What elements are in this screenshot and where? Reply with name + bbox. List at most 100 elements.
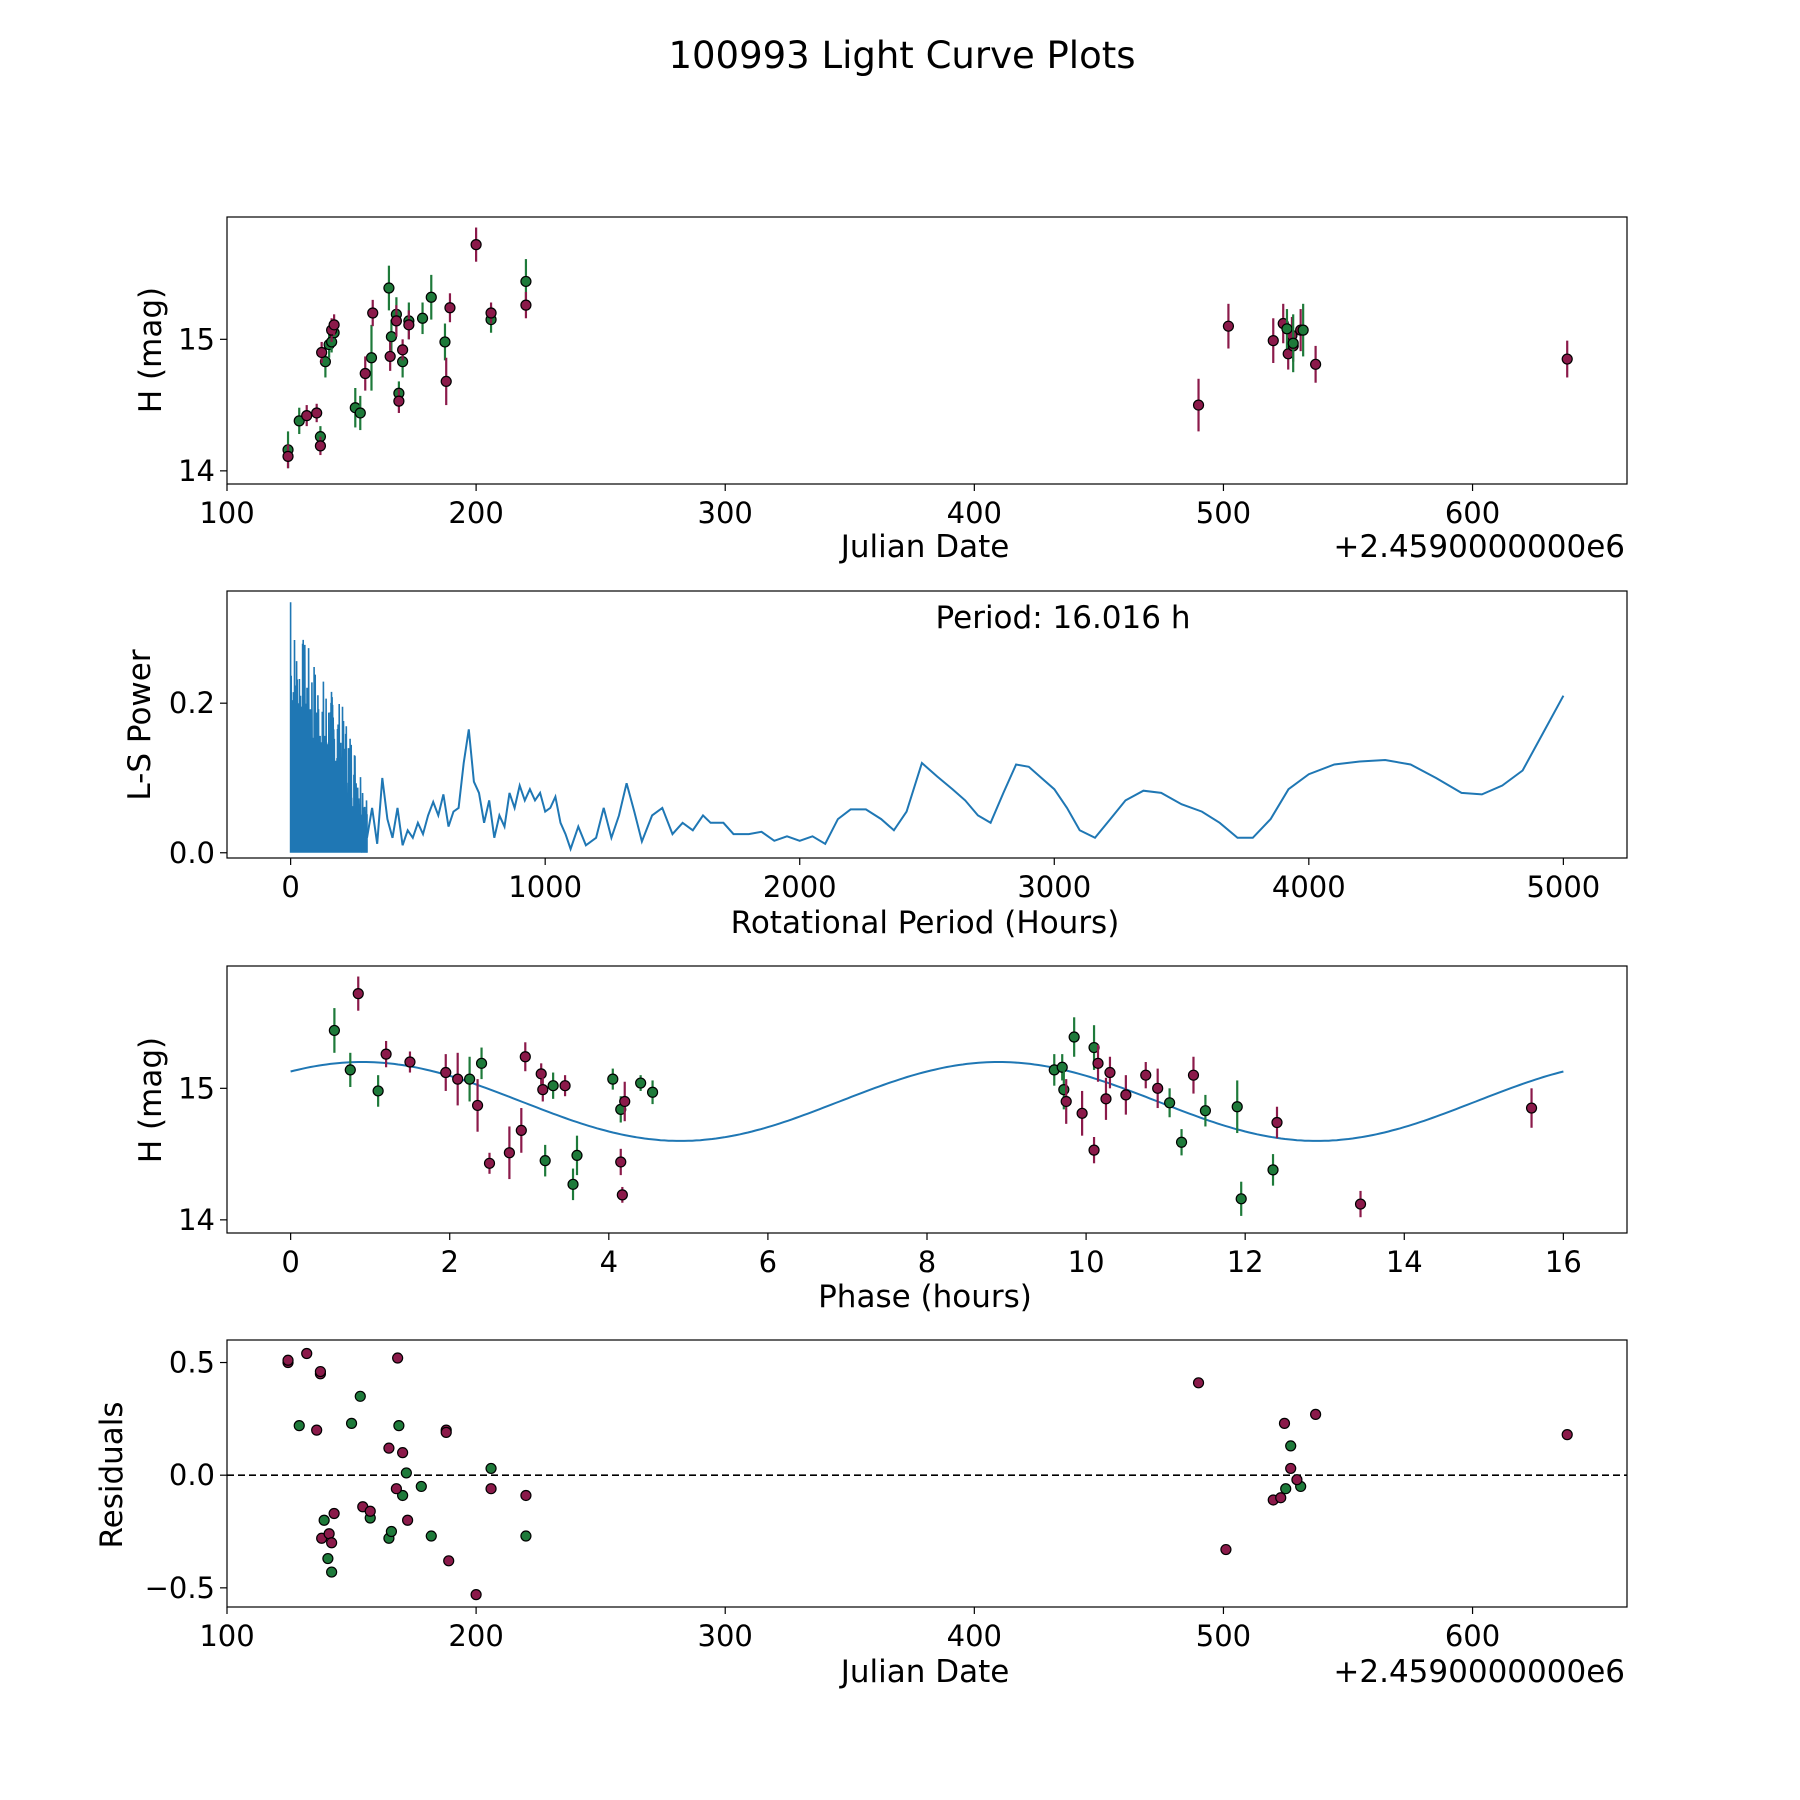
resid-point (301, 1347, 313, 1360)
resid-xtick-label: 500 (1196, 1619, 1251, 1653)
resid-point (425, 1530, 437, 1542)
phase-point (1104, 1066, 1116, 1079)
ls-ytick-label: 0.0 (169, 836, 215, 870)
ls-xtick-label: 3000 (1017, 870, 1091, 904)
lc-point (416, 312, 429, 324)
resid-xtick-label: 100 (199, 1619, 254, 1653)
phase-point (1235, 1193, 1247, 1205)
lc-point (383, 282, 395, 294)
phase-xtick-label: 14 (1386, 1245, 1423, 1279)
lc-point (403, 319, 415, 331)
lc-point (1222, 320, 1235, 332)
phase-frame (226, 965, 1628, 1234)
period-annotation: Period: 16.016 h (936, 600, 1191, 636)
phase-point (1231, 1101, 1243, 1113)
resid-point (326, 1537, 338, 1549)
resid-point (443, 1555, 455, 1567)
phase-point (1076, 1107, 1088, 1119)
resid-point (1192, 1377, 1205, 1389)
phase-point (464, 1073, 476, 1085)
lc-point (1310, 358, 1322, 370)
lc-point (520, 275, 532, 288)
phase-point (539, 1155, 551, 1167)
phase-xtick-label: 0 (281, 1245, 299, 1279)
resid-xtick-label: 200 (448, 1619, 503, 1653)
resid-point (485, 1462, 497, 1475)
resid-point (390, 1483, 402, 1495)
phase-point (471, 1099, 484, 1112)
lc-xtick-label: 300 (698, 496, 753, 530)
lc-point (367, 307, 379, 319)
resid-xtick-label: 300 (698, 1619, 753, 1653)
phase-ytick-label: 15 (178, 1071, 215, 1105)
periodogram-spikes (289, 602, 368, 853)
resid-point (314, 1365, 327, 1378)
phase-point (1164, 1097, 1176, 1109)
periodogram-panel: 0 1000 2000 3000 4000 5000 0.0 0.2 Period: 16.0… (122, 590, 1628, 941)
phase-point (559, 1080, 571, 1092)
lc-point (393, 395, 405, 407)
resid-ytick-label: −0.5 (145, 1571, 215, 1605)
light-curve-offset-text: +2.4590000000e6 (1333, 529, 1625, 565)
lc-xtick-label: 600 (1445, 496, 1500, 530)
resid-point (345, 1417, 358, 1429)
phase-xlabel: Phase (hours) (818, 1279, 1032, 1315)
resid-point (383, 1442, 395, 1454)
resid-point (392, 1352, 404, 1364)
phase-point (1120, 1089, 1132, 1101)
lc-xtick-label: 100 (199, 496, 254, 530)
phase-point (475, 1057, 488, 1069)
lc-point (440, 375, 452, 388)
phase-point (1271, 1116, 1283, 1129)
residuals-panel: 100 200 300 400 500 600 −0.5 0.0 0.5 Julian Date… (94, 1339, 1628, 1690)
ls-ytick-label: 0.2 (169, 686, 215, 720)
lc-point (1192, 399, 1205, 411)
resid-point (1220, 1543, 1232, 1556)
phase-point (1060, 1095, 1072, 1108)
resid-point (326, 1566, 338, 1578)
lc-point (328, 319, 340, 331)
resid-point (397, 1447, 409, 1459)
light-curve-panel: 100 200 300 400 500 600 14 15 Julian Date H (ma… (133, 216, 1628, 565)
lc-xtick-label: 400 (947, 496, 1002, 530)
resid-ytick-label: 0.0 (169, 1458, 215, 1492)
phase-model-curve (290, 1061, 1564, 1142)
resid-point (400, 1467, 412, 1479)
phase-panel: 0 2 4 6 8 10 12 14 16 14 15 Phase (hours) H (mag) (133, 965, 1628, 1315)
lc-ytick-label: 15 (178, 322, 215, 356)
ls-xtick-label: 4000 (1272, 870, 1346, 904)
phase-point (1187, 1069, 1200, 1081)
phase-point (372, 1085, 384, 1097)
phase-point (535, 1068, 547, 1080)
phase-point (1088, 1144, 1100, 1156)
lc-point (319, 356, 331, 368)
light-curve-frame (226, 216, 1628, 485)
resid-point (1291, 1474, 1303, 1486)
phase-xtick-label: 6 (759, 1245, 777, 1279)
phase-xtick-label: 16 (1545, 1245, 1582, 1279)
lc-point (354, 407, 366, 419)
lc-point (485, 307, 497, 319)
resid-point (311, 1424, 323, 1436)
periodogram-xlabel: Rotational Period (Hours) (731, 905, 1120, 941)
resid-point (1280, 1483, 1292, 1495)
lc-xtick-label: 200 (448, 496, 503, 530)
lc-point (1281, 323, 1293, 335)
lc-point (316, 346, 328, 359)
phase-point (352, 988, 364, 1000)
lc-point (1267, 335, 1279, 347)
phase-point (380, 1048, 392, 1060)
lc-point (314, 440, 327, 452)
phase-point (515, 1124, 527, 1137)
light-curve-ylabel: H (mag) (133, 287, 169, 413)
lc-point (470, 239, 482, 251)
lc-ytick-label: 14 (178, 454, 215, 488)
lc-point (425, 291, 437, 303)
phase-point (1267, 1164, 1279, 1176)
phase-point (607, 1073, 619, 1085)
lc-point (397, 344, 409, 356)
lc-point (439, 336, 451, 348)
resid-point (1310, 1408, 1322, 1420)
resid-point (485, 1483, 497, 1495)
lc-point (359, 367, 371, 380)
